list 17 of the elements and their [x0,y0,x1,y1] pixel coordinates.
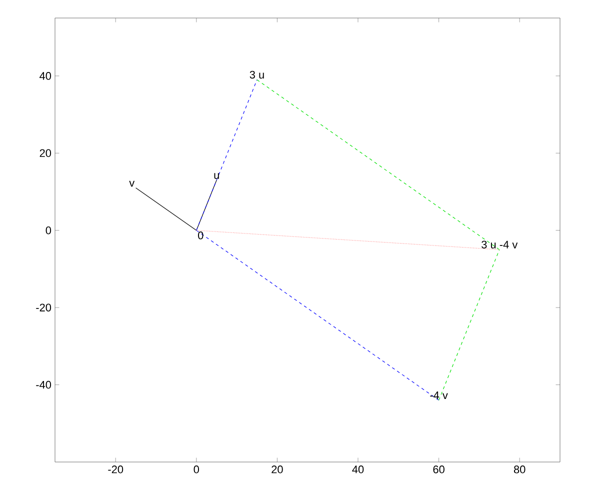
annotation: 3 u -4 v [482,240,518,248]
y-tick-label: 20 [40,149,52,158]
annotation: 0 [198,232,204,240]
x-tick-label: 20 [272,466,283,474]
annotation: u [214,173,219,179]
annotation: v [129,180,135,187]
y-tick-label: 0 [46,226,52,234]
y-tick-label: -20 [36,304,52,312]
x-tick-label: 60 [433,466,444,474]
x-tick-label: 80 [514,466,526,474]
annotation: 3 u [250,70,264,79]
x-tick-label: 40 [352,466,364,474]
y-tick-label: 40 [40,72,52,80]
x-tick-label: 0 [194,466,200,474]
annotation: -4 v [430,392,448,400]
x-tick-label: -20 [108,466,124,474]
y-tick-label: -40 [36,380,52,389]
